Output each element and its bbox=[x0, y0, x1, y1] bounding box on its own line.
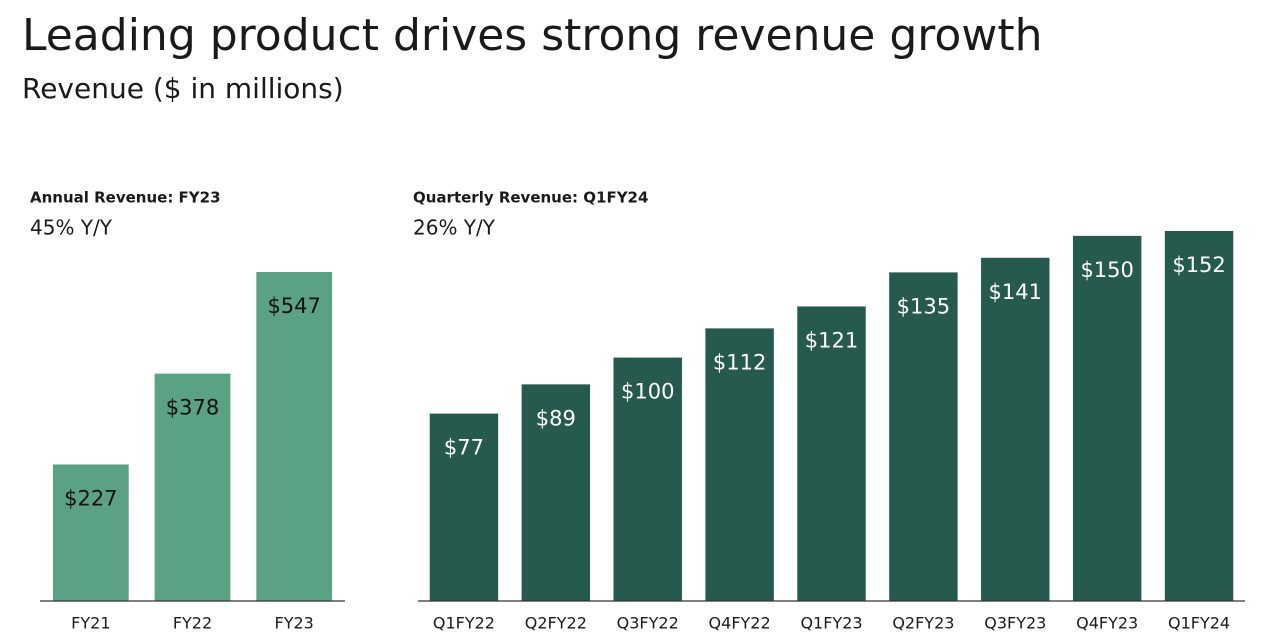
x-tick-label: FY22 bbox=[173, 614, 212, 633]
chart-subtitle: 26% Y/Y bbox=[413, 216, 496, 240]
x-tick-label: Q1FY23 bbox=[800, 614, 862, 633]
x-tick-label: FY23 bbox=[274, 614, 313, 633]
value-label: $152 bbox=[1172, 253, 1225, 277]
chart-subtitle: 45% Y/Y bbox=[30, 216, 113, 240]
chart-title: Annual Revenue: FY23 bbox=[30, 189, 221, 207]
value-label: $141 bbox=[989, 280, 1042, 304]
chart-title: Quarterly Revenue: Q1FY24 bbox=[413, 189, 648, 207]
bar bbox=[613, 357, 682, 601]
bar bbox=[154, 373, 231, 601]
value-label: $77 bbox=[444, 436, 484, 460]
x-tick-label: Q2FY23 bbox=[892, 614, 954, 633]
value-label: $100 bbox=[621, 380, 674, 404]
value-label: $112 bbox=[713, 350, 766, 374]
value-label: $547 bbox=[267, 294, 320, 318]
x-tick-label: Q4FY22 bbox=[709, 614, 771, 633]
value-label: $150 bbox=[1080, 258, 1133, 282]
x-tick-label: Q1FY22 bbox=[433, 614, 495, 633]
value-label: $135 bbox=[897, 294, 950, 318]
bar bbox=[429, 413, 499, 601]
bar bbox=[705, 328, 774, 601]
value-label: $227 bbox=[64, 486, 117, 510]
bar bbox=[1072, 235, 1142, 602]
value-label: $89 bbox=[536, 406, 576, 430]
x-tick-label: Q4FY23 bbox=[1076, 614, 1138, 633]
bar bbox=[52, 464, 129, 601]
x-tick-label: Q2FY22 bbox=[525, 614, 587, 633]
slide-title: Leading product drives strong revenue gr… bbox=[22, 10, 1042, 61]
bar bbox=[889, 272, 958, 601]
bar bbox=[256, 272, 333, 601]
slide-subtitle: Revenue ($ in millions) bbox=[22, 72, 344, 105]
x-tick-label: FY21 bbox=[71, 614, 110, 633]
bar bbox=[1164, 231, 1234, 601]
bar bbox=[521, 384, 591, 601]
bar bbox=[797, 306, 866, 601]
x-tick-label: Q3FY22 bbox=[617, 614, 679, 633]
bar bbox=[981, 257, 1050, 601]
value-label: $121 bbox=[805, 328, 858, 352]
value-label: $378 bbox=[166, 396, 219, 420]
x-tick-label: Q1FY24 bbox=[1168, 614, 1230, 633]
x-tick-label: Q3FY23 bbox=[984, 614, 1046, 633]
